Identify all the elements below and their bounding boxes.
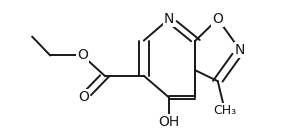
- Text: N: N: [164, 12, 174, 26]
- Text: O: O: [78, 90, 89, 104]
- Text: OH: OH: [158, 115, 180, 129]
- Text: N: N: [235, 43, 245, 57]
- Text: O: O: [77, 48, 88, 63]
- Text: O: O: [212, 12, 223, 26]
- Text: CH₃: CH₃: [213, 104, 236, 117]
